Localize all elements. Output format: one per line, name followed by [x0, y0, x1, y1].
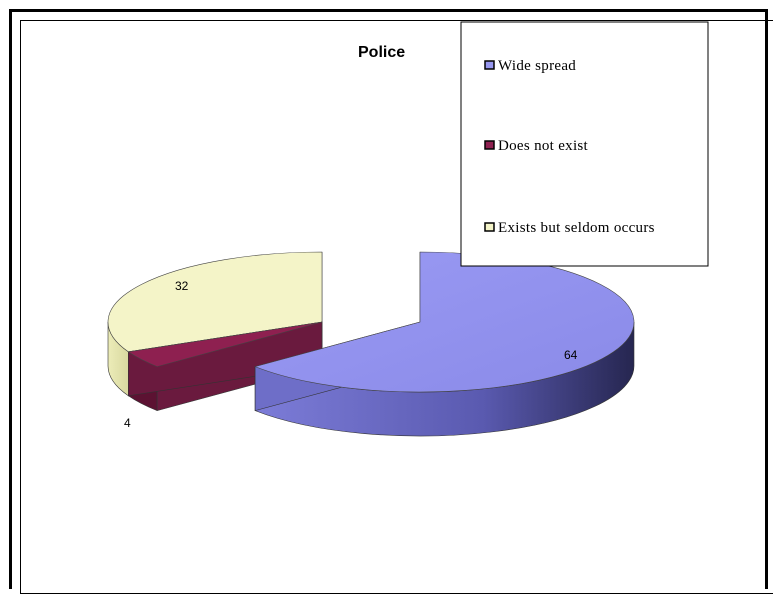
- pie-slice-wide-spread: [254, 251, 635, 437]
- pie-slices: [107, 251, 635, 437]
- data-label-does-not-exist: 4: [124, 416, 131, 430]
- chart-title: Police: [358, 44, 405, 61]
- pie-top-exists-but-seldom: [107, 251, 323, 353]
- pie-top-does-not-exist: [127, 321, 323, 367]
- legend-label-exists-but-seldom: Exists but seldom occurs: [498, 220, 655, 236]
- legend-swatch-does-not-exist: [484, 140, 495, 150]
- data-label-exists-but-seldom: 32: [175, 279, 189, 293]
- legend: Wide spread Does not exist Exists but se…: [460, 21, 709, 267]
- legend-label-does-not-exist: Does not exist: [498, 138, 589, 154]
- pie-slice-does-not-exist: [127, 321, 323, 412]
- legend-swatch-exists-but-seldom: [484, 222, 495, 232]
- legend-swatch-wide-spread: [484, 60, 495, 70]
- data-label-wide-spread: 64: [564, 348, 578, 362]
- legend-box: [460, 21, 709, 267]
- legend-label-wide-spread: Wide spread: [498, 58, 576, 74]
